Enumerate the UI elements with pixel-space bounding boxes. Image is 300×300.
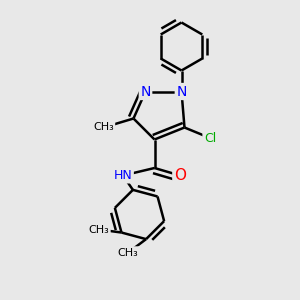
Text: CH₃: CH₃ bbox=[88, 224, 109, 235]
Text: HN: HN bbox=[114, 169, 132, 182]
Text: CH₃: CH₃ bbox=[93, 122, 114, 133]
Text: CH₃: CH₃ bbox=[118, 248, 139, 258]
Text: N: N bbox=[176, 85, 187, 98]
Text: O: O bbox=[174, 168, 186, 183]
Text: Cl: Cl bbox=[204, 131, 216, 145]
Text: N: N bbox=[140, 85, 151, 98]
